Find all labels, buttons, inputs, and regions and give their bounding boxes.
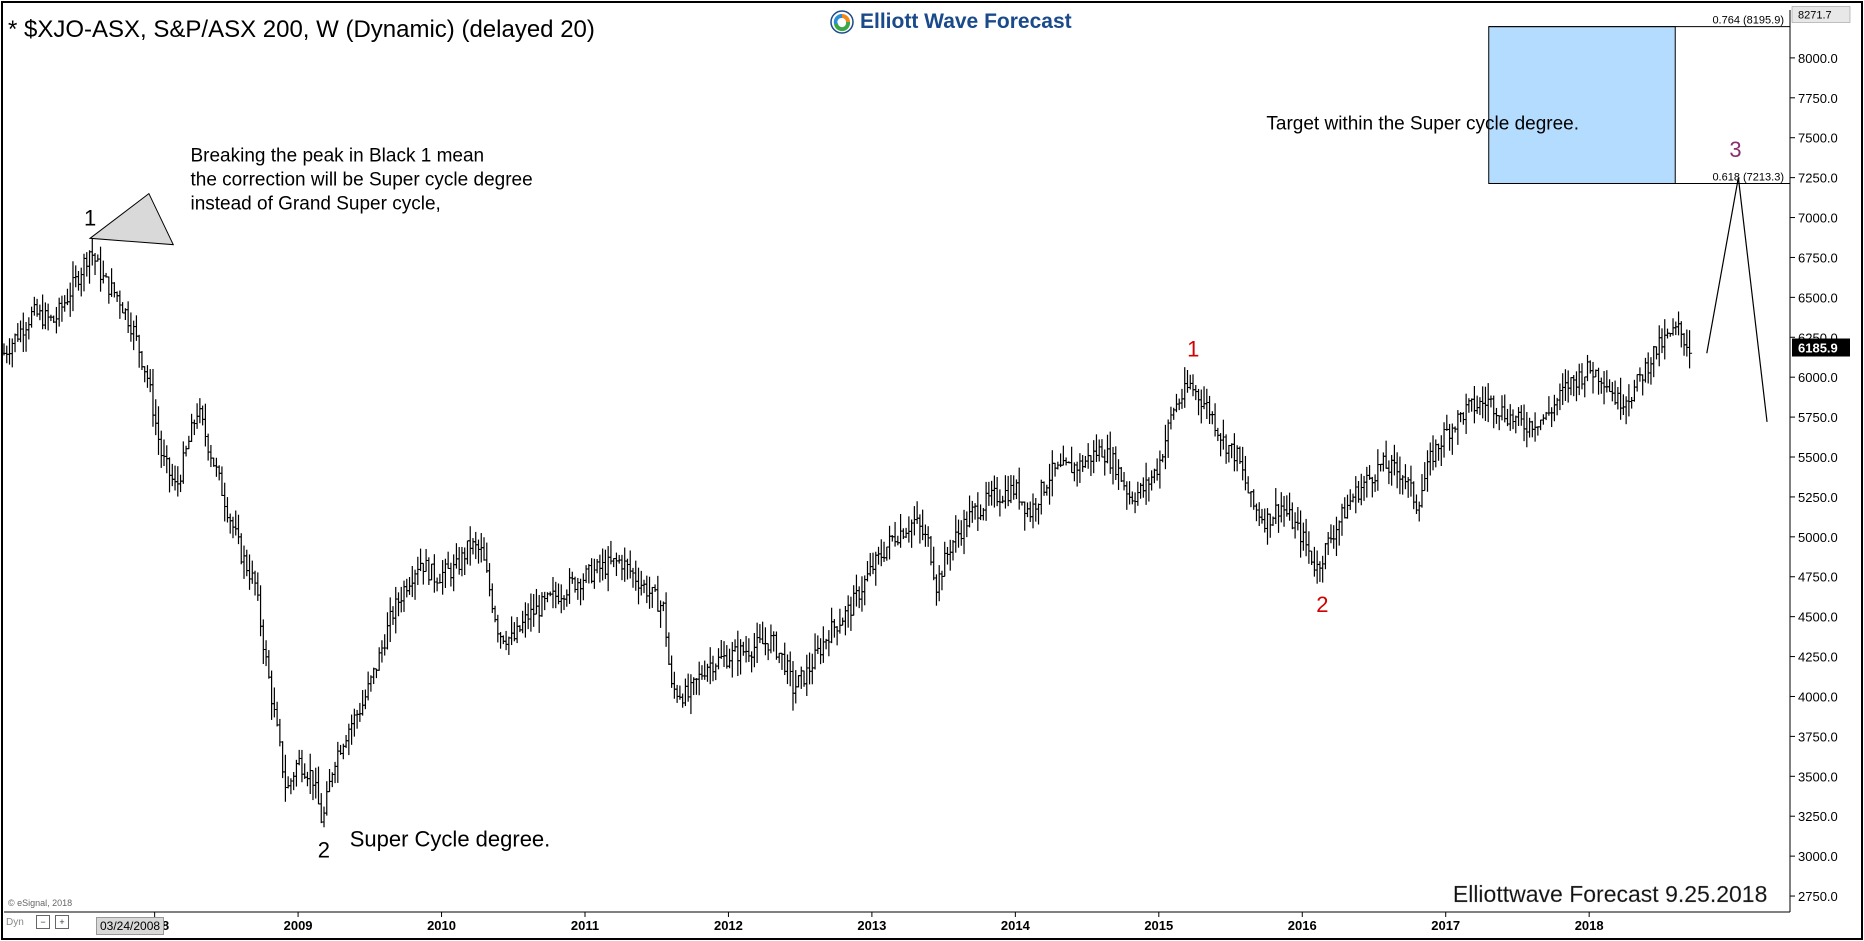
annotation-text: Super Cycle degree. [350, 827, 551, 852]
last-price-label: 6185.9 [1798, 341, 1838, 356]
wave-label: 2 [1316, 592, 1328, 617]
zoom-in-button[interactable]: + [55, 915, 69, 929]
dyn-label: Dyn [6, 917, 24, 928]
x-tick-label: 2015 [1144, 918, 1173, 933]
y-tick-label: 2750.0 [1798, 889, 1838, 904]
x-tick-label: 2013 [857, 918, 886, 933]
price-bars [1, 236, 1693, 828]
y-tick-label: 5750.0 [1798, 410, 1838, 425]
y-tick-label: 4750.0 [1798, 570, 1838, 585]
copyright-text: © eSignal, 2018 [8, 898, 73, 908]
chart-title: * $XJO-ASX, S&P/ASX 200, W (Dynamic) (de… [8, 16, 595, 43]
top-price-label: 8271.7 [1798, 10, 1832, 22]
zoom-out-button[interactable]: − [36, 915, 50, 929]
chart-overlays: 0.764 (8195.9) 0.618 (7213.3) [88, 15, 1790, 422]
x-tick-label: 2017 [1431, 918, 1460, 933]
y-tick-label: 6000.0 [1798, 370, 1838, 385]
y-tick-label: 7750.0 [1798, 91, 1838, 106]
y-tick-label: 7000.0 [1798, 211, 1838, 226]
y-tick-label: 5500.0 [1798, 450, 1838, 465]
brand-logo: Elliott Wave Forecast [830, 10, 1072, 34]
projection-line [1706, 177, 1768, 422]
y-tick-label: 5250.0 [1798, 490, 1838, 505]
y-tick-label: 3500.0 [1798, 769, 1838, 784]
wave-label: 2 [318, 838, 330, 863]
y-tick-label: 7250.0 [1798, 171, 1838, 186]
y-tick-label: 4250.0 [1798, 650, 1838, 665]
wave-label: 3 [1729, 137, 1741, 162]
wedge-shape [88, 192, 175, 246]
y-tick-label: 4000.0 [1798, 689, 1838, 704]
x-tick-label: 2009 [284, 918, 313, 933]
x-tick-label: 2014 [1001, 918, 1031, 933]
y-tick-label: 6750.0 [1798, 250, 1838, 265]
y-tick-label: 6500.0 [1798, 290, 1838, 305]
y-tick-label: 4500.0 [1798, 610, 1838, 625]
y-tick-label: 8000.0 [1798, 51, 1838, 66]
x-tick-label: 2012 [714, 918, 743, 933]
annotation-text: Breaking the peak in Black 1 mean [190, 146, 484, 167]
logo-text: Elliott Wave Forecast [860, 10, 1072, 33]
annotation-text: Target within the Super cycle degree. [1266, 114, 1579, 135]
y-tick-label: 3250.0 [1798, 809, 1838, 824]
annotation-text: instead of Grand Super cycle, [190, 194, 440, 215]
x-tick-label: 2018 [1575, 918, 1604, 933]
last-price-tag [1792, 338, 1850, 357]
x-tick-label: 2010 [427, 918, 456, 933]
y-tick-label: 3750.0 [1798, 729, 1838, 744]
top-price-tag [1791, 6, 1851, 23]
fib-label: 0.764 (8195.9) [1712, 15, 1784, 27]
logo-icon [830, 10, 854, 34]
x-tick-label: 2011 [571, 918, 599, 933]
y-tick-label: 5000.0 [1798, 530, 1838, 545]
watermark-text: Elliottwave Forecast 9.25.2018 [1453, 881, 1768, 907]
y-tick-label: 3000.0 [1798, 849, 1838, 864]
wave-label: 1 [1187, 336, 1199, 361]
crosshair-date: 03/24/2008 [96, 917, 165, 935]
y-tick-label: 7500.0 [1798, 131, 1838, 146]
target-zone [1488, 26, 1676, 184]
fib-label: 0.618 (7213.3) [1712, 171, 1784, 183]
annotation-text: the correction will be Super cycle degre… [190, 170, 532, 191]
chart-annotations: 1 2 1 2 3 Super Cycle degree. Breaking the pea… [84, 114, 1768, 907]
x-tick-label: 2016 [1288, 918, 1317, 933]
wave-label: 1 [84, 206, 96, 231]
axes: 2750.0 3000.0 3250.0 3500.0 3750.0 4000.0 4250… [140, 6, 1851, 933]
